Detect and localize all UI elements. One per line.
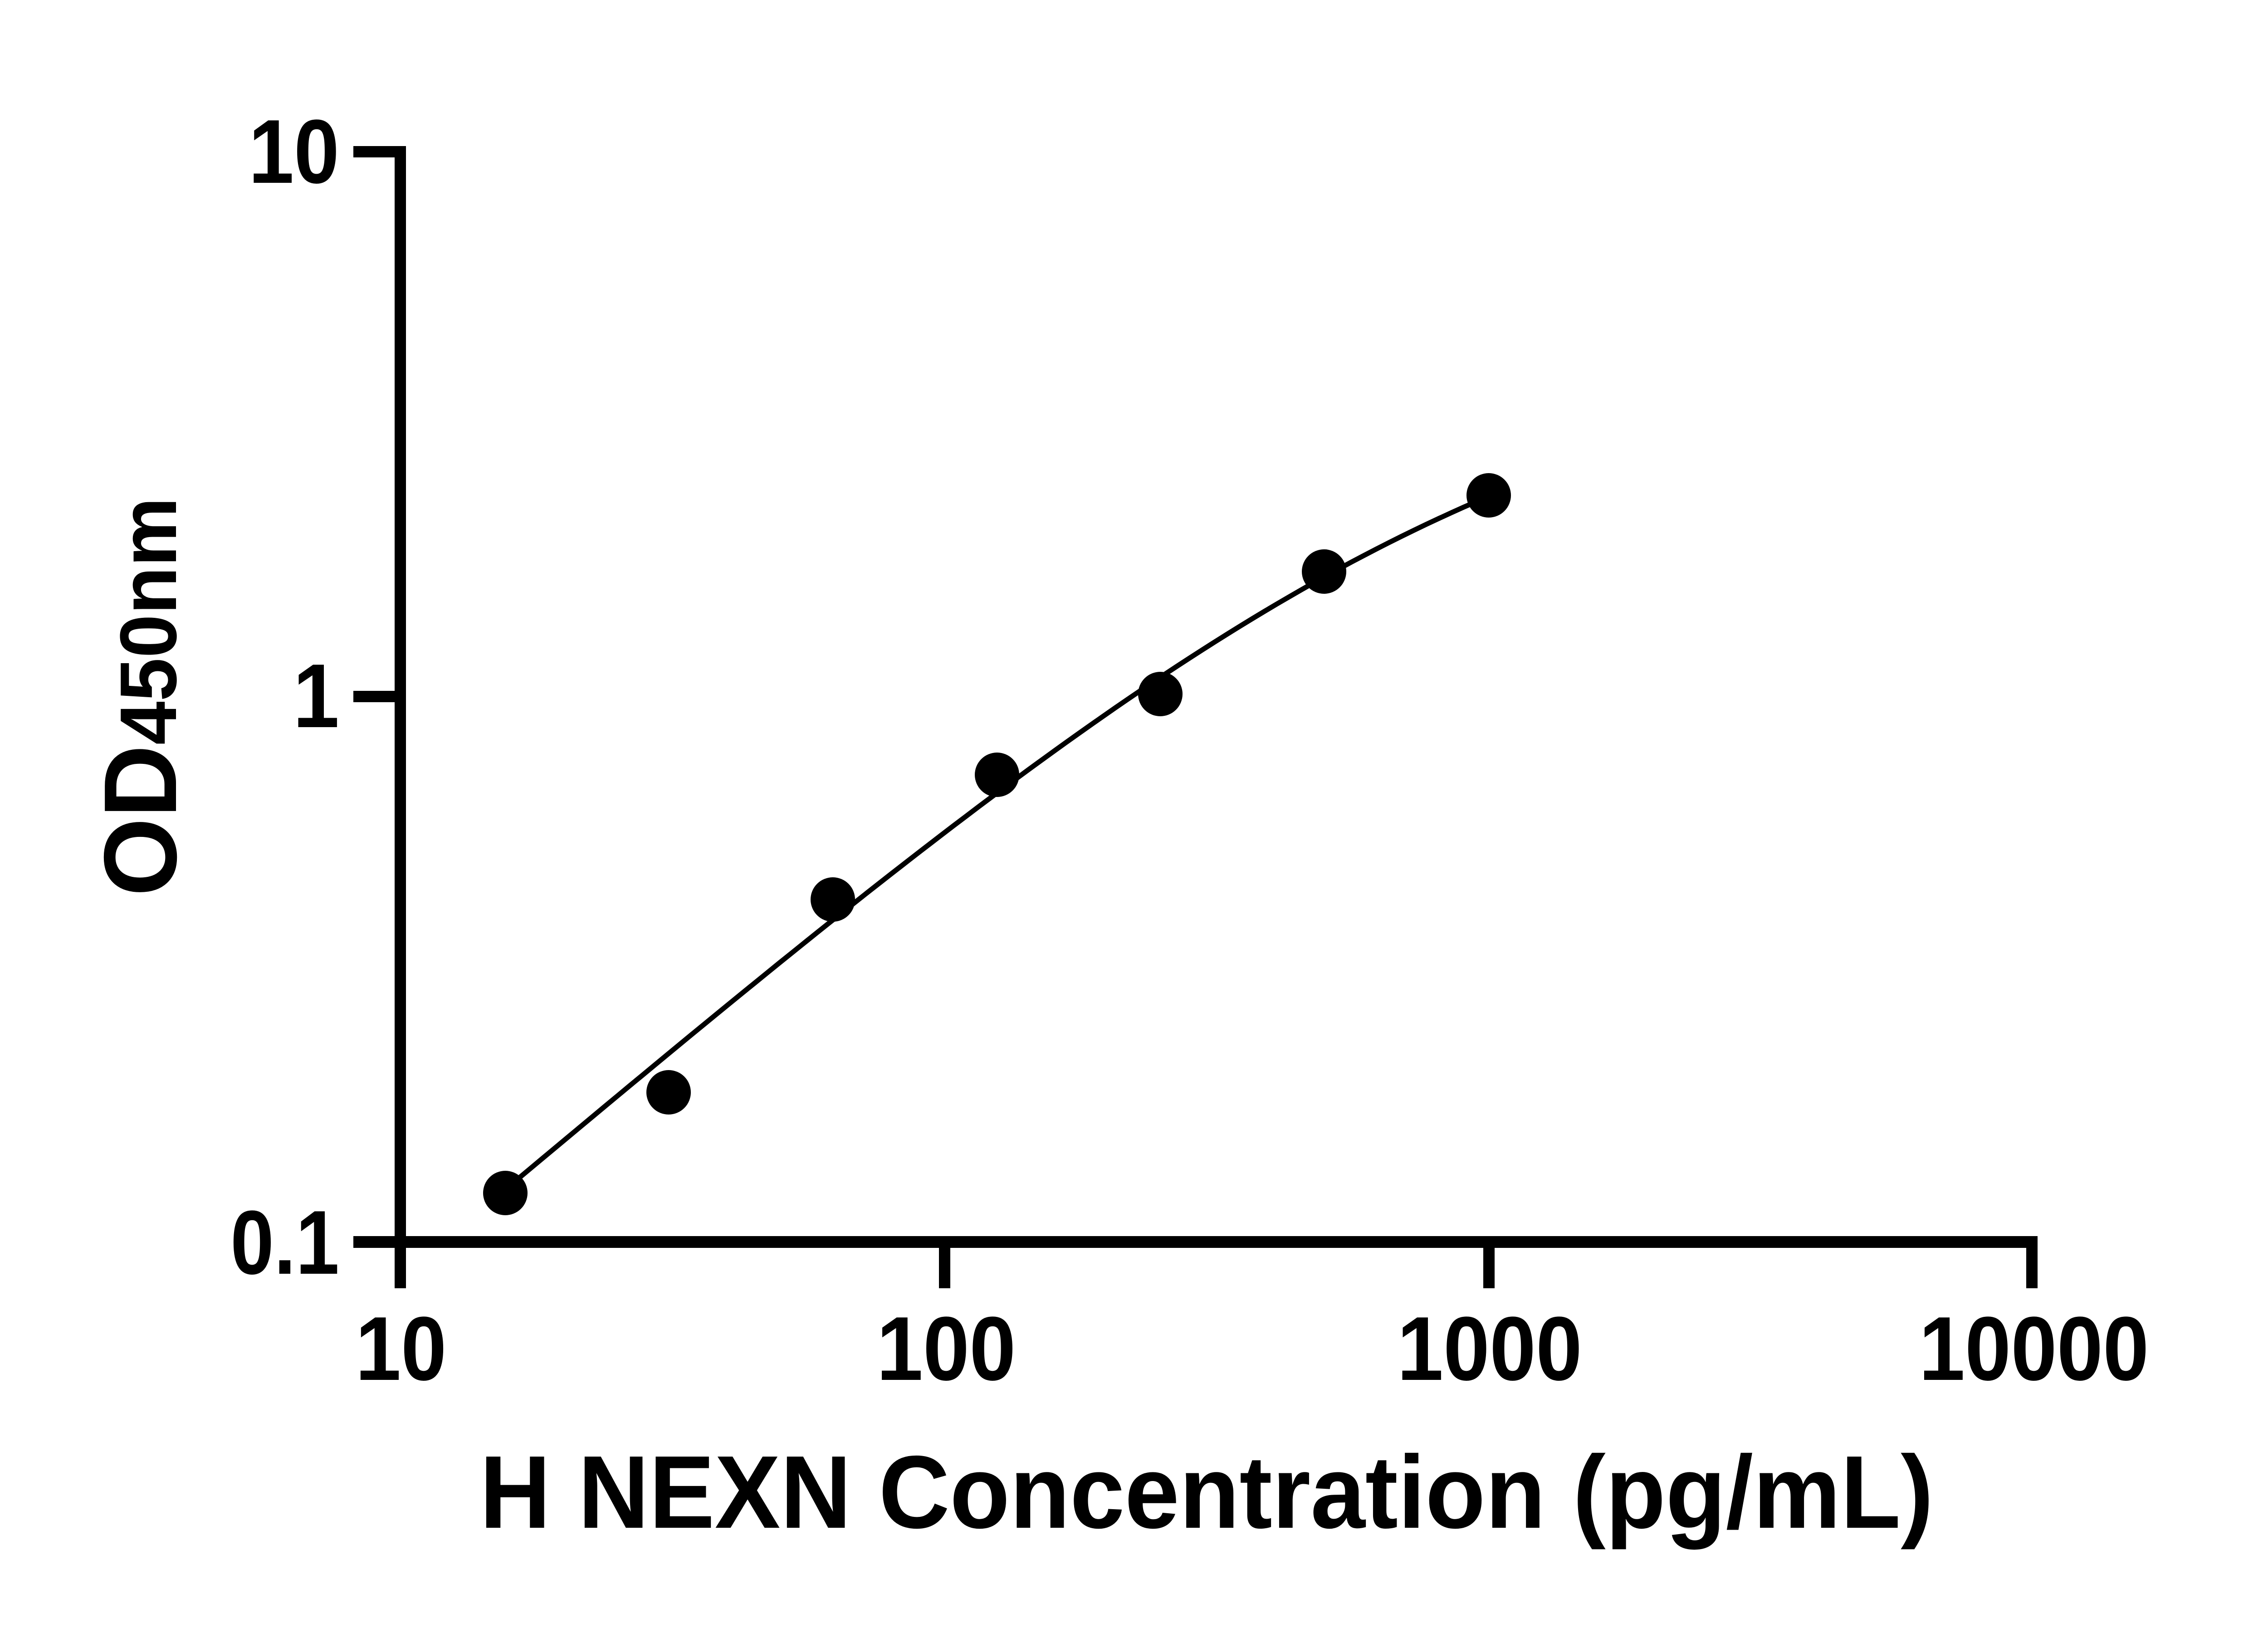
svg-text:100: 100 [877,1298,1016,1399]
svg-text:450nm: 450nm [103,497,193,745]
svg-text:10000: 10000 [1919,1298,2149,1399]
svg-text:10: 10 [356,1298,447,1399]
svg-text:0.1: 0.1 [230,1192,339,1293]
svg-text:10: 10 [249,101,339,202]
svg-text:1000: 1000 [1397,1298,1582,1399]
svg-text:OD: OD [83,745,198,896]
svg-text:H NEXN Concentration (pg/mL): H NEXN Concentration (pg/mL) [480,1435,1934,1550]
svg-text:1: 1 [293,645,339,747]
